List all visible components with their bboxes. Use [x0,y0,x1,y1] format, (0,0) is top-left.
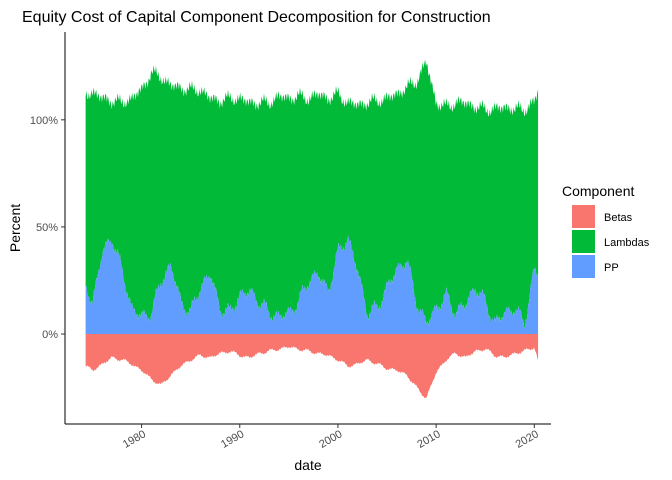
x-ticks: 1980 1990 2000 2010 2020 [121,424,541,451]
legend-swatch-betas [572,205,595,228]
legend-label-pp: PP [604,262,619,274]
x-tick-label: 2010 [415,428,442,451]
x-tick-label: 2020 [514,428,541,451]
x-tick-label: 2000 [317,428,344,451]
chart-title: Equity Cost of Capital Component Decompo… [22,9,491,26]
legend: Component Betas Lambdas PP [562,183,650,278]
y-tick-label: 50% [36,222,58,234]
area-pp [85,235,539,335]
plot-area [85,59,539,398]
legend-label-lambdas: Lambdas [604,237,650,249]
legend-swatch-lambdas [572,230,595,253]
x-tick-label: 1990 [219,428,246,451]
area-lambdas [85,59,539,328]
y-ticks: 0% 50% 100% [30,115,65,341]
x-axis-title: date [294,457,321,473]
legend-swatch-pp [572,255,595,278]
area-betas [85,334,539,398]
y-axis-title: Percent [7,204,23,252]
x-tick-label: 1980 [121,428,148,451]
y-tick-label: 100% [30,115,58,127]
legend-title: Component [562,183,634,199]
y-tick-label: 0% [42,329,58,341]
legend-label-betas: Betas [604,212,633,224]
